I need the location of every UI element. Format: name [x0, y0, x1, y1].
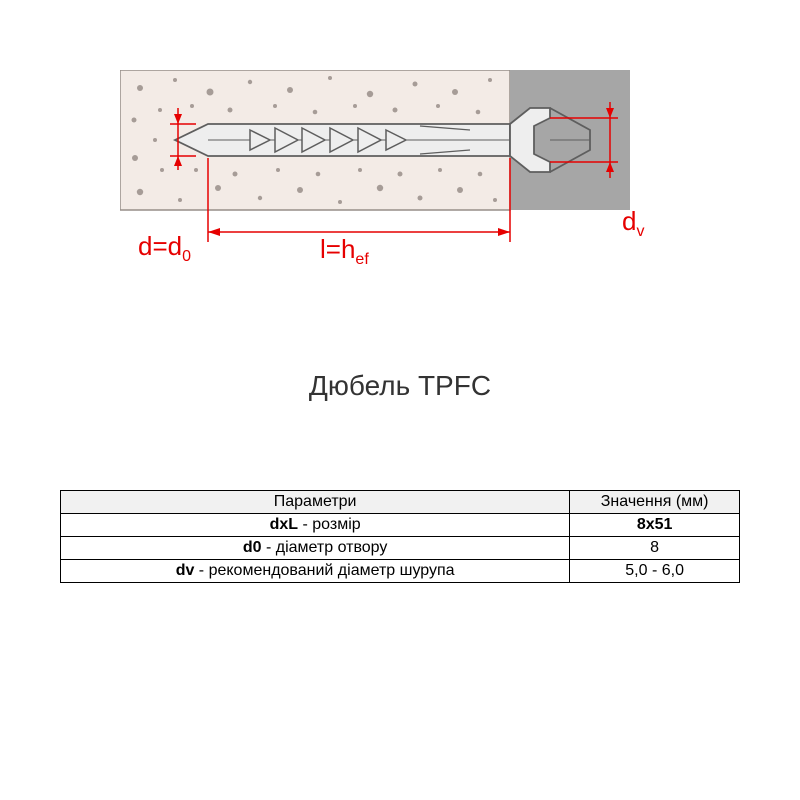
- label-dv: dv: [622, 206, 644, 240]
- param-cell: dхL - розмір: [61, 514, 570, 537]
- value-cell: 8х51: [570, 514, 740, 537]
- header-values: Значення (мм): [570, 491, 740, 514]
- value-cell: 8: [570, 537, 740, 560]
- diagram-svg: d=d0 l=hef dv: [120, 70, 680, 280]
- table-row: dхL - розмір 8х51: [61, 514, 740, 537]
- value-cell: 5,0 - 6,0: [570, 560, 740, 583]
- table-header-row: Параметри Значення (мм): [61, 491, 740, 514]
- parameters-table-container: Параметри Значення (мм) dхL - розмір 8х5…: [60, 490, 740, 583]
- page-title: Дюбель TPFC: [0, 370, 800, 402]
- label-d-eq-d0: d=d0: [138, 231, 191, 265]
- dimension-labels: d=d0 l=hef dv: [138, 206, 644, 268]
- header-parameters: Параметри: [61, 491, 570, 514]
- technical-diagram: d=d0 l=hef dv: [120, 70, 680, 280]
- param-cell: dv - рекомендований діаметр шурупа: [61, 560, 570, 583]
- parameters-table: Параметри Значення (мм) dхL - розмір 8х5…: [60, 490, 740, 583]
- table-row: d0 - діаметр отвору 8: [61, 537, 740, 560]
- table-row: dv - рекомендований діаметр шурупа 5,0 -…: [61, 560, 740, 583]
- label-l-eq-hef: l=hef: [320, 234, 369, 268]
- param-cell: d0 - діаметр отвору: [61, 537, 570, 560]
